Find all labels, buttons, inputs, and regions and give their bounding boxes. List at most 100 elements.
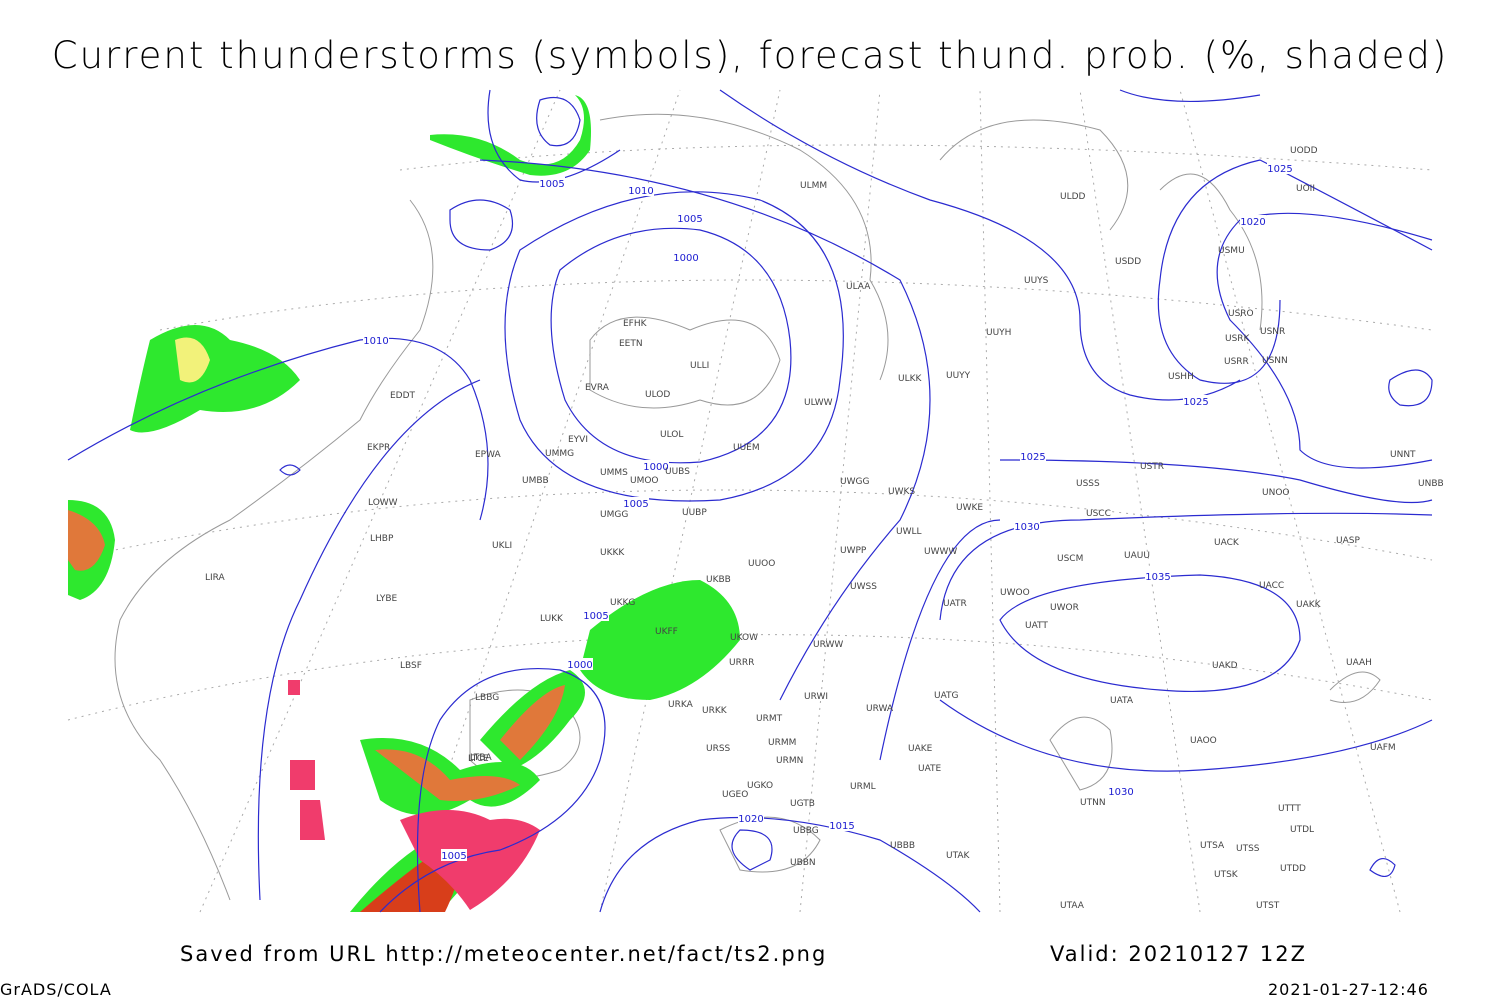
station-label: ULOL <box>660 430 683 440</box>
station-label: USRO <box>1228 309 1254 319</box>
station-label: LHBP <box>370 534 394 544</box>
isobar-label: 1020 <box>738 814 763 825</box>
station-label: URWA <box>866 704 894 714</box>
station-label: USHH <box>1168 372 1194 382</box>
isobars <box>67 89 1433 913</box>
station-label: URKA <box>668 700 694 710</box>
station-label: UKBB <box>706 575 731 585</box>
station-label: UBBN <box>790 858 816 868</box>
station-label: UGEO <box>722 790 748 800</box>
isobar-label-bg <box>1267 162 1293 174</box>
station-label: UMGG <box>600 510 628 520</box>
station-label: UBBB <box>890 841 915 851</box>
station-label: USSS <box>1076 479 1100 489</box>
station-label: UNBB <box>1418 479 1444 489</box>
source-url: Saved from URL http://meteocenter.net/fa… <box>180 942 827 966</box>
station-label: LTBA <box>470 753 492 763</box>
station-label: URSS <box>706 744 731 754</box>
station-label: UUYH <box>986 328 1011 338</box>
station-label: EPWA <box>475 450 502 460</box>
station-label: UKOW <box>730 633 758 643</box>
isobar-label-bg <box>628 184 654 196</box>
station-label: UAAH <box>1346 658 1372 668</box>
station-label: UTST <box>1256 901 1280 911</box>
isobar-label: 1015 <box>829 821 854 832</box>
software-credit: GrADS/COLA <box>0 980 112 999</box>
station-label: UNOO <box>1262 488 1290 498</box>
isobar-label: 1000 <box>643 462 668 473</box>
station-label: UKFF <box>655 627 678 637</box>
isobar-label: 1005 <box>677 214 702 225</box>
station-label: LBBG <box>475 693 499 703</box>
station-label: UUBS <box>665 467 690 477</box>
isobar-label: 1000 <box>567 660 592 671</box>
station-label: UOII <box>1296 184 1315 194</box>
isobar-label: 1025 <box>1020 452 1045 463</box>
isobar-label: 1005 <box>441 851 466 862</box>
station-label: ULWW <box>804 398 833 408</box>
station-label: EYVI <box>568 435 588 445</box>
station-label: URWW <box>813 640 843 650</box>
isobar-label-bg <box>441 849 467 861</box>
station-label: UACC <box>1259 581 1284 591</box>
isobar-label-bg <box>1014 520 1040 532</box>
station-label: UWOR <box>1050 603 1079 613</box>
station-label: USMU <box>1218 246 1245 256</box>
isobar-label-bg <box>1108 785 1134 797</box>
map-title: Current thunderstorms (symbols), forecas… <box>52 34 1449 77</box>
isobar-label: 1010 <box>628 186 653 197</box>
station-label: UMMS <box>600 468 628 478</box>
station-label: UKKK <box>600 548 625 558</box>
isobar-label-bg <box>363 334 389 346</box>
isobar-label: 1025 <box>1183 397 1208 408</box>
station-label: UKKG <box>610 598 635 608</box>
isobar-label-bg <box>1240 215 1266 227</box>
station-label: USTR <box>1140 462 1164 472</box>
station-label: UWGG <box>840 477 869 487</box>
station-label: EFHK <box>623 319 648 329</box>
station-label: EETN <box>619 339 643 349</box>
isobar-label-bg <box>567 658 593 670</box>
station-label: USDD <box>1115 257 1141 267</box>
station-label: UWWW <box>924 547 957 557</box>
station-label: USCC <box>1086 509 1111 519</box>
isobar-label: 1000 <box>673 253 698 264</box>
station-label: UTDD <box>1280 864 1306 874</box>
station-label: ULKK <box>898 374 923 384</box>
station-label: URKK <box>702 706 728 716</box>
station-label: ULAA <box>846 282 871 292</box>
station-label: UUOO <box>748 559 775 569</box>
station-label: LTCE <box>468 754 489 764</box>
station-label: UTSK <box>1214 870 1239 880</box>
station-label: ULOD <box>645 390 670 400</box>
station-label: LUKK <box>540 614 564 624</box>
station-label: USNR <box>1260 327 1285 337</box>
station-label: USRK <box>1225 334 1251 344</box>
station-label: UATG <box>934 691 959 701</box>
station-label: URWI <box>804 692 828 702</box>
station-label: UASP <box>1336 536 1360 546</box>
station-label: URRR <box>729 658 754 668</box>
isobar-label: 1005 <box>583 611 608 622</box>
station-label: UATR <box>943 599 967 609</box>
station-label: UTAK <box>946 851 971 861</box>
station-label: UTTT <box>1278 804 1301 814</box>
station-label: UAUU <box>1124 551 1150 561</box>
station-label: UWLL <box>896 527 922 537</box>
station-label: EVRA <box>585 383 610 393</box>
isobar-label-bg <box>539 177 565 189</box>
shaded-probability <box>68 95 740 912</box>
station-label: UATT <box>1025 621 1048 631</box>
isobar-label-bg <box>583 609 609 621</box>
station-label: UTNN <box>1080 798 1106 808</box>
station-label: UAKK <box>1296 600 1322 610</box>
isobar-label: 1020 <box>1240 217 1265 228</box>
isobar-label-bg <box>1020 450 1046 462</box>
station-label: UATE <box>918 764 942 774</box>
isobar-label: 1025 <box>1267 164 1292 175</box>
station-label: UWOO <box>1000 588 1030 598</box>
station-label: UACK <box>1214 538 1240 548</box>
map-domain <box>68 90 1432 912</box>
station-label: UTAA <box>1060 901 1085 911</box>
isobar-label-bg <box>643 460 669 472</box>
